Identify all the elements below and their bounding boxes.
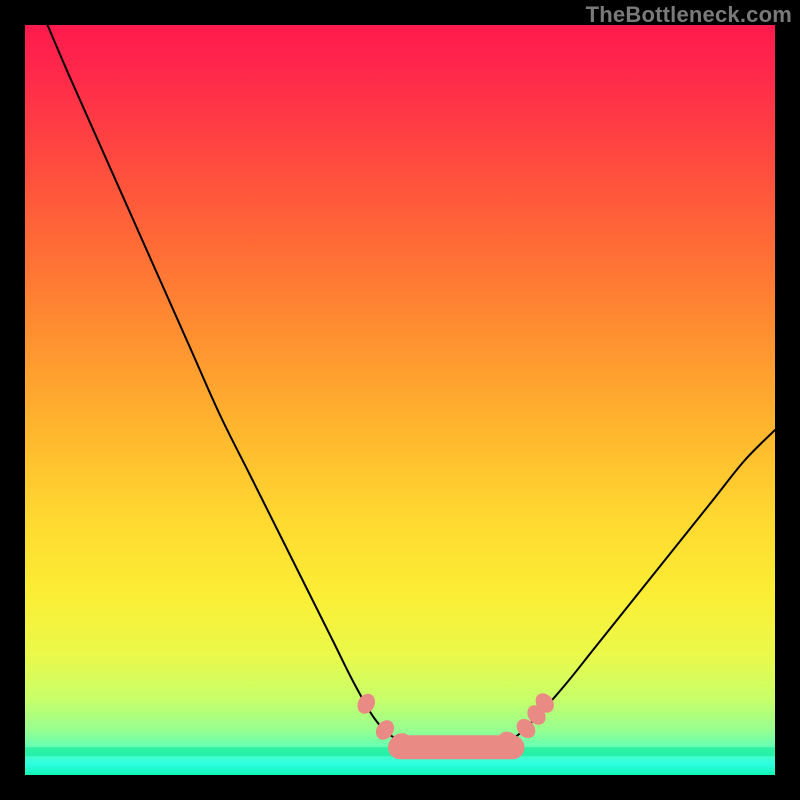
chart-frame: TheBottleneck.com (0, 0, 800, 800)
chart-plot (25, 25, 775, 775)
gradient-background (25, 25, 775, 775)
